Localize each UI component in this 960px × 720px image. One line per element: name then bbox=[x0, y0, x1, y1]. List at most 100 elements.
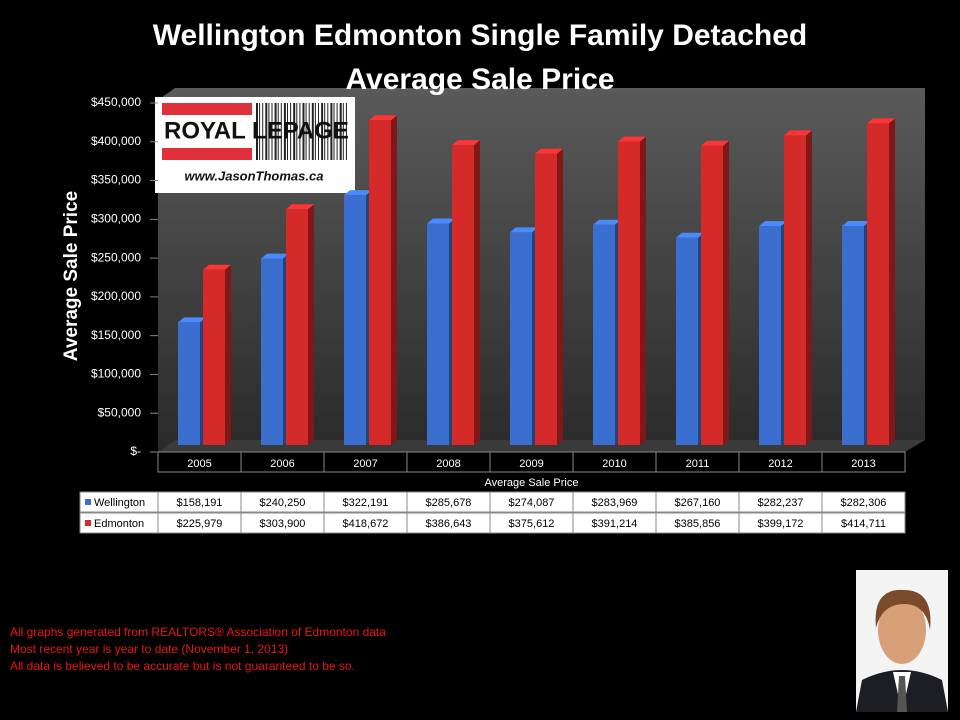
x-axis-title: Average Sale Price bbox=[485, 477, 579, 489]
barcode-line bbox=[324, 103, 326, 160]
barcode-line bbox=[262, 103, 264, 160]
x-tick-label: 2006 bbox=[270, 458, 294, 470]
table-value: $375,612 bbox=[509, 518, 555, 530]
legend-label: Edmonton bbox=[94, 518, 144, 530]
x-tick-label: 2011 bbox=[686, 458, 710, 470]
bar-top bbox=[510, 227, 538, 233]
bar-top bbox=[369, 115, 397, 121]
barcode-line bbox=[345, 103, 347, 160]
barcode-line bbox=[299, 103, 301, 160]
table-value: $303,900 bbox=[260, 518, 306, 530]
x-tick-label: 2008 bbox=[436, 458, 460, 470]
bar-side bbox=[308, 204, 314, 445]
table-value: $385,856 bbox=[675, 518, 721, 530]
footnote: All data is believed to be accurate but … bbox=[10, 659, 355, 673]
bar-side bbox=[640, 136, 646, 446]
table-value: $285,678 bbox=[426, 497, 472, 509]
table-value: $225,979 bbox=[177, 518, 223, 530]
bar bbox=[784, 135, 806, 446]
barcode-line bbox=[305, 103, 307, 160]
table-value: $399,172 bbox=[758, 518, 804, 530]
bar-top bbox=[842, 221, 870, 227]
barcode-line bbox=[290, 103, 292, 160]
bar-top bbox=[203, 264, 231, 270]
bar-side bbox=[225, 264, 231, 445]
x-tick-label: 2009 bbox=[519, 458, 543, 470]
barcode-line bbox=[327, 103, 329, 160]
bar bbox=[427, 223, 449, 445]
y-tick-label: $200,000 bbox=[91, 289, 141, 303]
bar bbox=[510, 232, 532, 445]
barcode-line bbox=[308, 103, 310, 160]
logo-bar bbox=[162, 103, 252, 115]
barcode-line bbox=[259, 103, 261, 160]
logo-brand: ROYAL LEPAGE bbox=[164, 117, 349, 144]
y-tick-label: $450,000 bbox=[91, 95, 141, 109]
barcode-line bbox=[336, 103, 338, 160]
barcode-line bbox=[271, 103, 273, 160]
bar bbox=[178, 322, 200, 445]
logo-barcode bbox=[256, 103, 347, 160]
bar-top bbox=[618, 136, 646, 142]
bar bbox=[676, 237, 698, 445]
barcode-line bbox=[268, 103, 270, 160]
footnote: Most recent year is year to date (Novemb… bbox=[10, 642, 288, 656]
bar-top bbox=[784, 130, 812, 136]
bar-top bbox=[427, 218, 455, 224]
y-tick-label: $250,000 bbox=[91, 250, 141, 264]
barcode-line bbox=[318, 103, 319, 160]
table-value: $391,214 bbox=[592, 518, 638, 530]
table-row-bg bbox=[79, 512, 906, 534]
x-tick-label: 2013 bbox=[851, 458, 875, 470]
bar bbox=[261, 258, 283, 445]
bar-side bbox=[806, 130, 812, 446]
legend-label: Wellington bbox=[94, 497, 145, 509]
barcode-line bbox=[321, 103, 324, 160]
bar-top bbox=[759, 221, 787, 227]
bar-top bbox=[178, 317, 206, 323]
bar-side bbox=[889, 118, 895, 445]
bar bbox=[203, 269, 225, 445]
bar bbox=[759, 226, 781, 445]
legend-swatch bbox=[85, 499, 91, 505]
table-value: $418,672 bbox=[343, 518, 389, 530]
y-tick-label: $100,000 bbox=[91, 367, 141, 381]
bar bbox=[842, 226, 864, 445]
barcode-line bbox=[302, 103, 305, 160]
barcode-line bbox=[265, 103, 268, 160]
barcode-line bbox=[277, 103, 279, 160]
legend-swatch bbox=[85, 520, 91, 526]
table-value: $267,160 bbox=[675, 497, 721, 509]
x-tick-label: 2005 bbox=[187, 458, 211, 470]
footnotes: All graphs generated from REALTORS® Asso… bbox=[10, 625, 386, 673]
bar-top bbox=[261, 253, 289, 259]
table-value: $282,237 bbox=[758, 497, 804, 509]
bar bbox=[618, 141, 640, 446]
table-value: $274,087 bbox=[509, 497, 555, 509]
bar-side bbox=[723, 140, 729, 445]
y-tick-label: $350,000 bbox=[91, 173, 141, 187]
y-tick-label: $50,000 bbox=[98, 405, 142, 419]
x-tick-label: 2007 bbox=[353, 458, 377, 470]
logo: ROYAL LEPAGE www.JasonThomas.ca bbox=[155, 97, 355, 193]
table-value: $386,643 bbox=[426, 518, 472, 530]
barcode-line bbox=[283, 103, 286, 160]
barcode-line bbox=[256, 103, 258, 160]
bar-top bbox=[344, 190, 372, 196]
table-value: $322,191 bbox=[343, 497, 389, 509]
barcode-line bbox=[296, 103, 298, 160]
barcode-line bbox=[342, 103, 344, 160]
bar bbox=[452, 145, 474, 445]
barcode-line bbox=[293, 103, 296, 160]
barcode-line bbox=[333, 103, 335, 160]
bar-top bbox=[535, 148, 563, 154]
footnote: All graphs generated from REALTORS® Asso… bbox=[10, 625, 386, 639]
y-tick-label: $400,000 bbox=[91, 134, 141, 148]
table-value: $240,250 bbox=[260, 497, 306, 509]
bar bbox=[344, 195, 366, 445]
bar bbox=[286, 209, 308, 445]
bar-top bbox=[286, 204, 314, 210]
table-value: $158,191 bbox=[177, 497, 223, 509]
photo bbox=[856, 570, 948, 712]
